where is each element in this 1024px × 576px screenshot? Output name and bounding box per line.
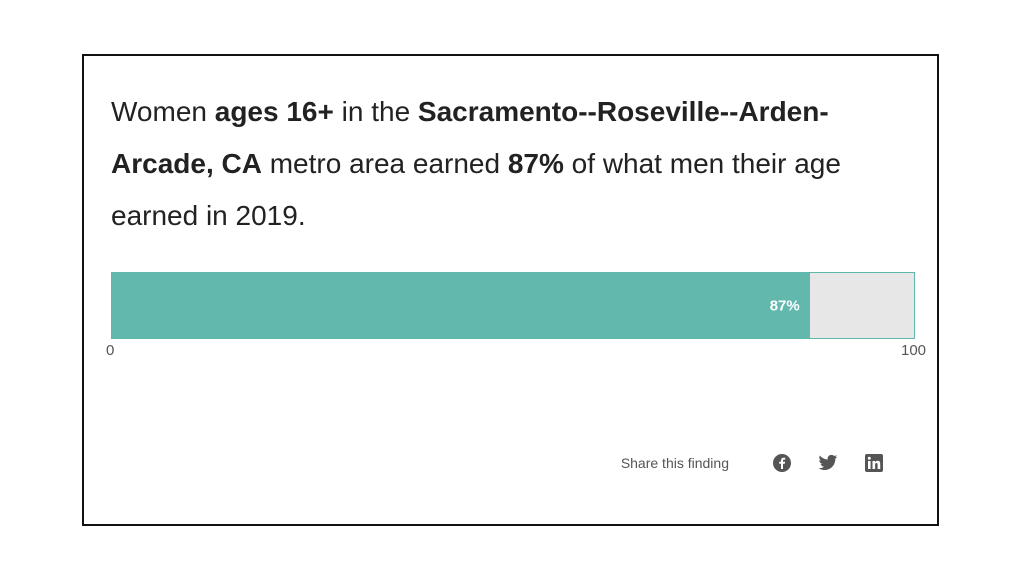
bar-value-label: 87% (769, 297, 800, 314)
axis-tick-max: 100 (901, 342, 927, 359)
headline-metro-area: Sacramento--Roseville--Arden-Arcade, CA (111, 96, 829, 179)
headline: Women ages 16+ in the Sacramento--Rosevi… (111, 86, 911, 242)
linkedin-icon[interactable] (863, 452, 885, 474)
bar-track: 87% (111, 272, 915, 339)
share-bar: Share this finding (621, 452, 885, 474)
twitter-icon[interactable] (817, 452, 839, 474)
headline-text-3: metro area earned (261, 148, 508, 179)
axis-tick-min: 0 (106, 342, 115, 359)
headline-percent: 87% (507, 148, 564, 179)
headline-text-2: in the (333, 96, 418, 127)
headline-text-4: of what men their age earned in 2019. (111, 148, 841, 231)
share-label: Share this finding (620, 455, 729, 471)
facebook-icon[interactable] (771, 452, 793, 474)
finding-card: Women ages 16+ in the Sacramento--Rosevi… (82, 54, 939, 526)
headline-text-1: Women (111, 96, 215, 127)
headline-age-group: ages 16+ (214, 96, 334, 127)
bar-fill: 87% (112, 273, 810, 338)
